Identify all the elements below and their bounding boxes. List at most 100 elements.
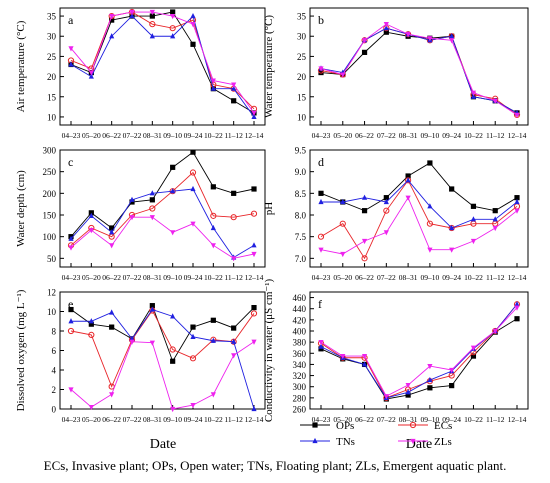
series-line-OPs: [320, 31, 518, 114]
data-point-OPs: [383, 195, 389, 201]
x-tick-label: 09–24: [442, 415, 461, 424]
data-point-ZLs: [383, 394, 389, 400]
y-tick-label: 300: [293, 382, 307, 392]
data-point-ZLs: [88, 404, 94, 411]
data-point-TNs: [129, 12, 135, 19]
x-tick-label: 09–24: [184, 273, 203, 282]
x-tick-label: 09–10: [421, 273, 440, 282]
plot-frame-b: [309, 7, 529, 126]
data-point-ZLs: [340, 72, 346, 78]
data-point-ZLs: [149, 215, 155, 221]
data-point-ECs: [149, 205, 156, 212]
y-tick-label: 35: [297, 12, 307, 22]
y-tick-label: 35: [47, 12, 57, 22]
data-point-ZLs: [88, 228, 94, 234]
data-point-ZLs: [190, 22, 196, 28]
x-tick-label: 04–23: [312, 415, 331, 424]
data-point-TNs: [170, 188, 176, 194]
y-tick-label: 9.5: [295, 146, 307, 156]
series-TNs-a: [68, 12, 257, 120]
data-point-TNs: [68, 235, 74, 241]
data-point-ZLs: [470, 345, 477, 351]
y-tick-label: 200: [43, 189, 57, 199]
y-tick-label: 260: [293, 405, 307, 415]
data-point-ZLs: [340, 353, 346, 360]
data-point-OPs: [231, 98, 237, 104]
x-tick-label: 05–20: [333, 273, 352, 282]
data-point-ZLs: [190, 403, 196, 409]
x-tick-label: 07–22: [377, 131, 396, 140]
legend-label-ZLs: ZLs: [434, 436, 452, 448]
x-tick-label: 09–10: [163, 273, 182, 282]
series-OPs-f: [318, 316, 520, 402]
data-point-OPs: [149, 197, 155, 203]
data-point-OPs: [470, 203, 477, 209]
data-point-ZLs: [251, 110, 257, 116]
x-tick-label: 12–14: [245, 415, 264, 424]
data-point-ZLs: [361, 353, 368, 360]
y-tick-label: 12: [47, 288, 56, 298]
data-point-TNs: [231, 338, 237, 344]
data-point-TNs: [170, 33, 176, 39]
data-point-ZLs: [318, 66, 324, 72]
data-point-TNs: [149, 190, 155, 196]
y-tick-label: 30: [47, 32, 57, 42]
y-tick-label: 20: [47, 72, 57, 82]
x-tick-label: 11–12: [486, 415, 505, 424]
data-point-ZLs: [383, 230, 389, 236]
series-line-ECs: [70, 309, 255, 388]
plot-frame-c: [59, 149, 266, 268]
x-tick-label: 08–31: [143, 415, 162, 424]
series-OPs-b: [318, 29, 520, 116]
data-point-ZLs: [170, 13, 176, 20]
data-point-OPs: [514, 316, 520, 322]
x-tick-label: 06–22: [355, 131, 374, 140]
y-tick-label: 280: [293, 393, 307, 403]
data-point-ZLs: [383, 22, 389, 28]
y-tick-label: 8: [52, 327, 57, 337]
y-axis-label: Water temperature (°C): [263, 15, 275, 118]
y-tick-label: 2: [52, 385, 57, 395]
panel-label-a: a: [68, 13, 74, 27]
data-point-OPs: [318, 190, 324, 196]
x-tick-label: 12–14: [245, 273, 264, 282]
x-tick-label: 11–12: [224, 131, 243, 140]
x-tick-label: 05–20: [333, 415, 352, 424]
data-point-OPs: [470, 353, 477, 359]
series-line-OPs: [320, 162, 518, 212]
data-point-TNs: [361, 361, 368, 367]
data-point-ZLs: [449, 38, 455, 44]
data-point-TNs: [340, 198, 346, 205]
data-point-ECs: [361, 255, 368, 262]
series-line-ZLs: [70, 341, 255, 410]
x-tick-label: 09–10: [163, 131, 182, 140]
x-tick-label: 05–20: [333, 131, 352, 140]
data-point-ZLs: [210, 243, 216, 249]
y-tick-label: 150: [43, 211, 57, 221]
data-point-ECs: [230, 214, 237, 221]
series-ECs-c: [67, 169, 258, 249]
data-point-OPs: [170, 9, 176, 15]
y-tick-label: 300: [43, 146, 57, 156]
x-tick-label: 06–22: [102, 273, 121, 282]
data-point-TNs: [190, 333, 196, 339]
data-point-TNs: [129, 196, 135, 202]
data-point-ZLs: [427, 247, 433, 253]
x-tick-label: 04–23: [312, 131, 331, 140]
data-point-OPs: [190, 41, 196, 47]
plot-frame-f: [309, 291, 529, 410]
x-tick-label: 11–12: [224, 273, 243, 282]
series-line-TNs: [71, 309, 255, 410]
y-axis-label: pH: [263, 202, 275, 216]
data-point-ZLs: [210, 392, 216, 398]
y-axis-label: Air temperature (°C): [15, 20, 27, 112]
x-tick-label: 10–22: [464, 131, 483, 140]
data-point-ZLs: [340, 251, 346, 258]
data-point-TNs: [109, 229, 115, 235]
x-tick-label: 04–23: [62, 415, 81, 424]
data-point-TNs: [88, 318, 94, 324]
data-point-ZLs: [210, 78, 216, 84]
data-point-ECs: [88, 331, 95, 338]
y-tick-label: 380: [293, 338, 307, 348]
